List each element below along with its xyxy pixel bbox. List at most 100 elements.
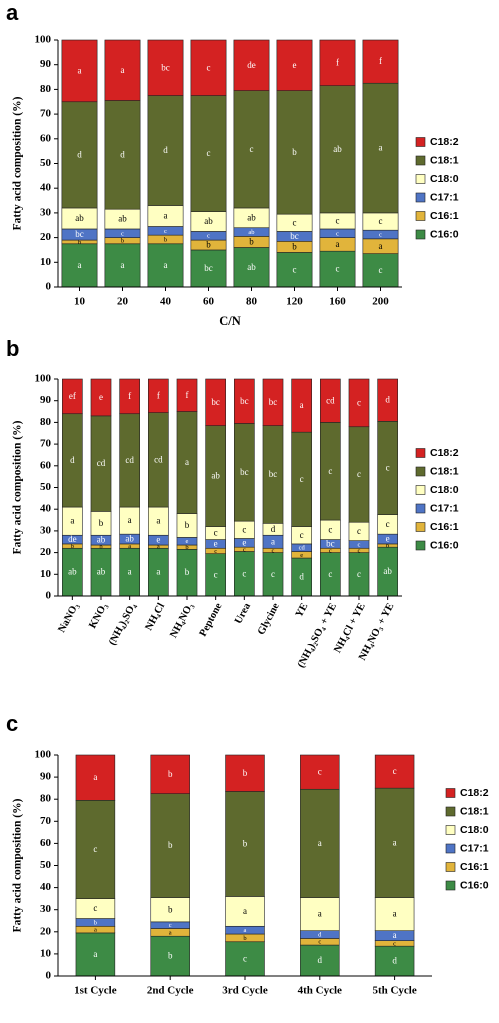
segment-letter: e <box>156 535 160 545</box>
x-tick-label: NaNO₃ <box>56 601 81 634</box>
segment-letter: c <box>358 547 361 554</box>
segment-letter: a <box>78 260 82 270</box>
y-tick-label: 40 <box>40 503 52 515</box>
segment-letter: b <box>168 840 173 850</box>
segment-letter: a <box>379 143 383 153</box>
bar-segment <box>75 800 116 899</box>
x-tick-label: (NH₄)₂SO₄ <box>107 601 139 648</box>
segment-letter: bc <box>161 62 170 72</box>
bar-segment <box>348 378 370 428</box>
segment-letter: ab <box>247 212 256 222</box>
segment-letter: c <box>242 524 246 534</box>
segment-letter: bc <box>269 397 278 407</box>
legend-swatch <box>445 825 456 835</box>
y-tick-label: 40 <box>40 881 52 893</box>
y-tick-label: 80 <box>40 416 52 428</box>
legend-swatch <box>415 485 426 495</box>
segment-letter: cd <box>125 455 134 465</box>
segment-letter: bc <box>240 396 249 406</box>
segment-letter: a <box>243 906 247 916</box>
segment-letter: b <box>78 239 81 246</box>
legend-swatch <box>415 448 426 458</box>
segment-letter: c <box>328 569 332 579</box>
bar-segment <box>276 252 313 288</box>
segment-letter: a <box>271 536 275 546</box>
segment-letter: a <box>379 241 383 251</box>
segment-letter: c <box>318 767 322 777</box>
segment-letter: a <box>128 515 132 525</box>
bar-segment <box>374 754 415 789</box>
segment-letter: d <box>299 572 304 582</box>
segment-letter: c <box>393 940 396 947</box>
segment-letter: c <box>357 469 361 479</box>
segment-letter: c <box>386 463 390 473</box>
segment-letter: f <box>128 391 131 401</box>
bar-segment <box>291 378 312 433</box>
legend-label: C16:0 <box>460 879 489 891</box>
y-tick-label: 70 <box>40 108 52 120</box>
y-tick-label: 100 <box>35 749 52 761</box>
segment-letter: ab <box>97 535 106 545</box>
segment-letter: e <box>214 538 218 548</box>
segment-letter: b <box>185 520 190 530</box>
x-tick-label: NH₄Cl <box>144 601 168 632</box>
segment-letter: b <box>243 768 248 778</box>
bar-segment <box>377 378 398 422</box>
bar-segment <box>234 378 255 424</box>
segment-letter: c <box>336 230 339 237</box>
legend-label: C16:1 <box>460 861 489 873</box>
segment-letter: a <box>393 837 397 847</box>
segment-letter: c <box>243 953 247 963</box>
bar-segment <box>147 95 184 206</box>
segment-letter: b <box>71 543 74 550</box>
legend-swatch <box>415 155 426 166</box>
x-tick-label: 5th Cycle <box>372 985 416 997</box>
segment-letter: d <box>318 955 323 965</box>
y-tick-label: 90 <box>40 394 52 406</box>
segment-letter: a <box>244 927 247 934</box>
segment-letter: b <box>168 951 173 961</box>
legend-label: C18:1 <box>430 154 459 166</box>
segment-letter: bc <box>290 231 299 241</box>
y-tick-label: 100 <box>35 373 52 385</box>
segment-letter: e <box>293 60 297 70</box>
segment-letter: bc <box>75 229 84 239</box>
segment-letter: c <box>242 568 246 578</box>
y-tick-label: 80 <box>40 83 52 95</box>
segment-letter: c <box>318 939 321 946</box>
segment-letter: b <box>249 236 254 246</box>
bar-segment <box>150 754 190 794</box>
y-tick-label: 30 <box>40 206 52 218</box>
legend-swatch <box>415 192 426 203</box>
y-axis-label: Fatty acid composition (%) <box>12 96 24 230</box>
y-tick-label: 0 <box>46 590 52 602</box>
segment-letter: c <box>393 766 397 776</box>
y-tick-label: 70 <box>40 815 52 827</box>
segment-letter: a <box>156 516 160 526</box>
bar-segment <box>90 378 112 417</box>
segment-letter: b <box>185 544 188 551</box>
segment-letter: c <box>214 528 218 538</box>
legend-swatch <box>445 788 456 798</box>
bar-segment <box>190 95 227 212</box>
bar-segment <box>300 788 340 898</box>
segment-letter: d <box>318 932 322 939</box>
segment-letter: a <box>169 929 172 936</box>
bar-segment <box>300 897 340 931</box>
segment-letter: ab <box>211 471 220 481</box>
bar-segment <box>319 250 356 288</box>
legend-label: C17:1 <box>460 842 489 854</box>
segment-letter: c <box>207 62 211 72</box>
x-tick-label: KNO₃ <box>87 601 109 630</box>
legend-label: C18:0 <box>430 173 459 185</box>
segment-letter: cd <box>326 395 335 405</box>
segment-letter: ab <box>248 229 254 236</box>
segment-letter: d <box>77 149 82 159</box>
bar-segment <box>104 243 141 288</box>
y-tick-label: 0 <box>46 970 52 982</box>
segment-letter: d <box>70 455 75 465</box>
panel-label: a <box>6 0 19 25</box>
segment-letter: e <box>300 552 303 559</box>
segment-letter: e <box>99 392 103 402</box>
segment-letter: f <box>336 57 339 67</box>
